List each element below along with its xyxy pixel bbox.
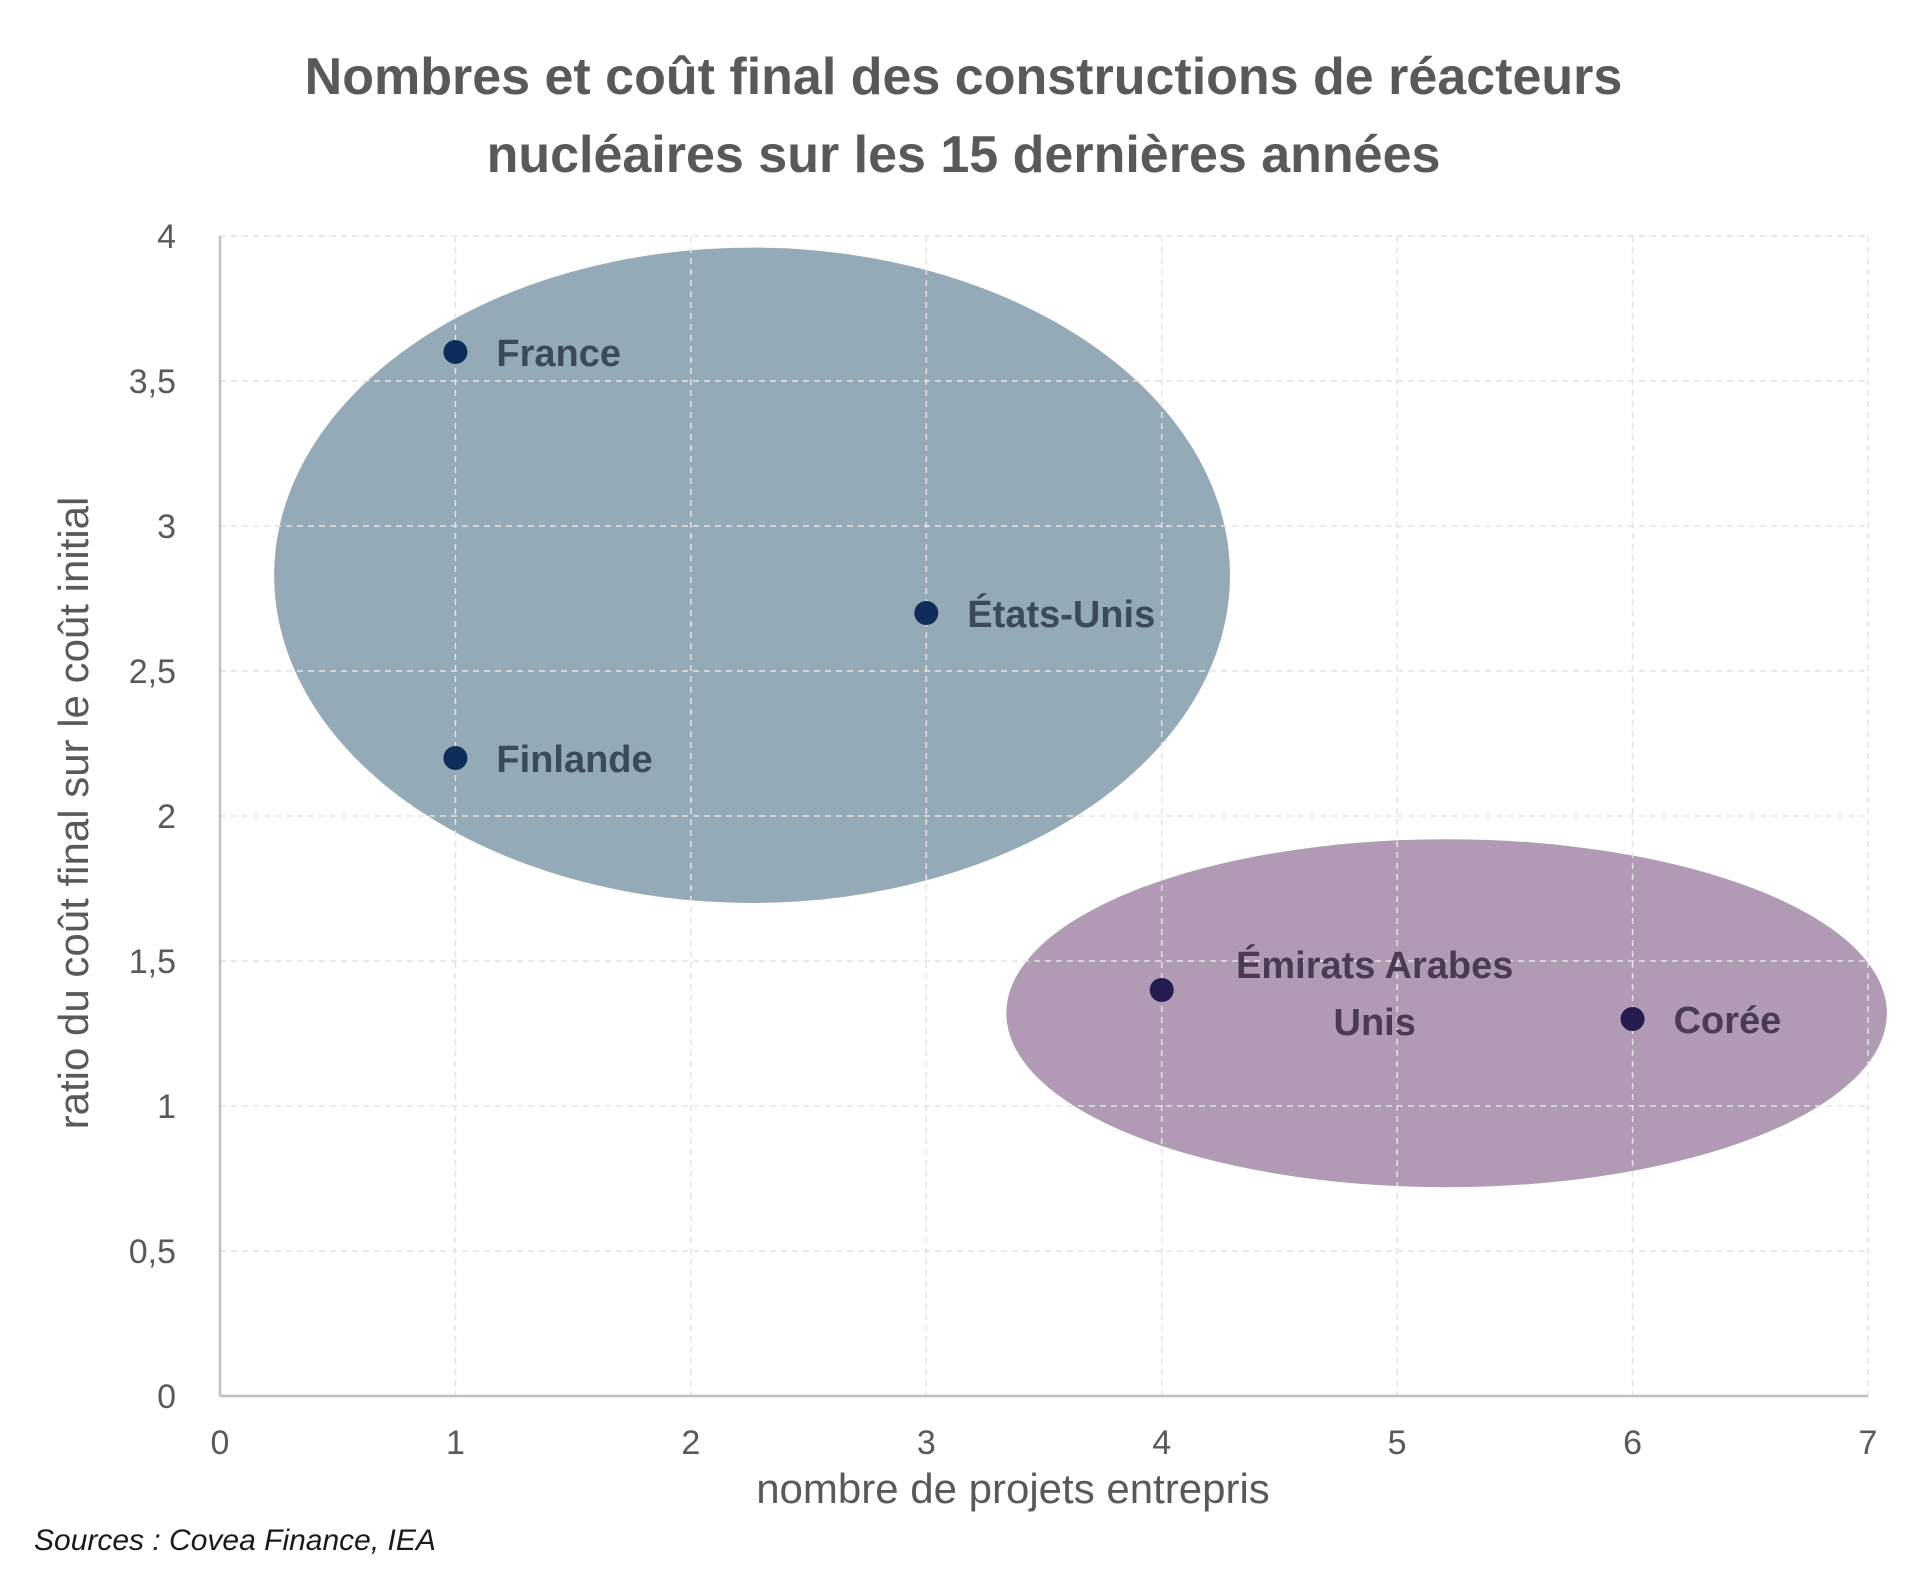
- x-tick-labels: 0 1 2 3 4 5 6 7: [211, 1424, 1878, 1462]
- data-points: [443, 340, 1645, 1031]
- data-point: [1149, 978, 1174, 1002]
- y-axis-label: ratio du coût final sur le coût initial: [50, 497, 97, 1130]
- y-tick-label: 1: [157, 1088, 176, 1126]
- group-ellipse-high: [274, 247, 1230, 903]
- chart-title: Nombres et coût final des constructions …: [0, 38, 1927, 194]
- y-tick-label: 2: [157, 798, 176, 836]
- axes: [218, 236, 1868, 1398]
- data-label: Corée: [1674, 1000, 1782, 1042]
- data-point: [443, 746, 468, 770]
- data-label: États-Unis: [967, 592, 1155, 636]
- source-note: Sources : Covea Finance, IEA: [34, 1524, 436, 1557]
- data-label: Finlande: [496, 739, 652, 781]
- data-point: [914, 601, 939, 625]
- y-tick-label: 2,5: [129, 653, 176, 691]
- y-tick-label: 0,5: [129, 1233, 176, 1271]
- y-tick-label: 3,5: [129, 363, 176, 401]
- y-tick-label: 3: [157, 508, 176, 546]
- x-tick-label: 3: [917, 1424, 936, 1462]
- x-tick-label: 4: [1152, 1424, 1171, 1462]
- data-labels: France Finlande États-Unis Émirats Arabes Un…: [496, 333, 1781, 1044]
- group-ellipse-low: [1006, 839, 1887, 1188]
- chart-title-line-2: nucléaires sur les 15 dernières années: [486, 126, 1441, 184]
- y-tick-label: 4: [157, 218, 176, 256]
- x-tick-label: 7: [1859, 1424, 1878, 1462]
- y-tick-label: 0: [157, 1378, 176, 1416]
- x-tick-label: 2: [681, 1424, 700, 1462]
- x-tick-label: 5: [1388, 1424, 1407, 1462]
- data-label: Émirats Arabes Unis: [1236, 943, 1513, 1044]
- x-tick-label: 0: [211, 1424, 230, 1462]
- y-tick-labels: 0 0,5 1 1,5 2 2,5 3 3,5 4: [129, 218, 176, 1416]
- x-tick-label: 6: [1623, 1424, 1642, 1462]
- data-point: [443, 340, 468, 364]
- x-tick-label: 1: [446, 1424, 465, 1462]
- y-tick-label: 1,5: [129, 943, 176, 981]
- group-ellipses: [274, 247, 1887, 1188]
- chart-title-line-1: Nombres et coût final des constructions …: [304, 48, 1623, 106]
- data-label: France: [496, 333, 621, 375]
- data-point: [1620, 1007, 1645, 1031]
- x-axis-label: nombre de projets entrepris: [756, 1465, 1270, 1512]
